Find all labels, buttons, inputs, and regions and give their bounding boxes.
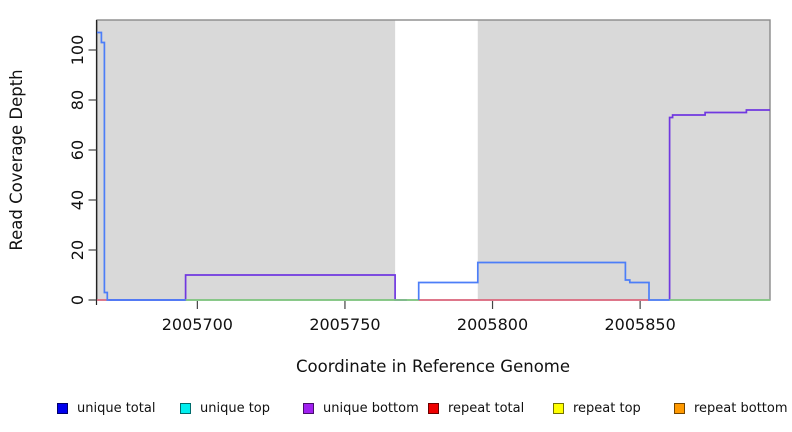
legend-label: repeat total <box>448 400 525 416</box>
x-tick-label: 2005850 <box>604 315 675 334</box>
legend-label: repeat top <box>573 400 641 416</box>
legend-swatch-icon <box>303 402 314 414</box>
legend-item-unique-bottom: unique bottom <box>303 399 419 417</box>
legend-item-unique-total: unique total <box>57 399 155 417</box>
legend-swatch-icon <box>553 402 564 414</box>
legend-label: unique bottom <box>323 400 419 416</box>
chart-legend: unique total unique top unique bottom repea… <box>0 399 792 421</box>
series-line-unique-bottom <box>668 109 770 300</box>
x-tick-label: 2005700 <box>162 315 233 334</box>
series-line-unique-total <box>417 261 670 301</box>
legend-item-repeat-bottom: repeat bottom <box>674 399 788 417</box>
legend-item-unique-top: unique top <box>180 399 270 417</box>
legend-swatch-icon <box>57 402 68 414</box>
legend-label: unique total <box>77 400 156 416</box>
y-tick-label: 40 <box>68 190 87 210</box>
x-axis-title: Coordinate in Reference Genome <box>296 357 570 376</box>
legend-label: repeat bottom <box>694 400 788 416</box>
legend-swatch-icon <box>180 402 191 414</box>
masked-region <box>395 20 478 300</box>
legend-label: unique top <box>200 400 271 416</box>
legend-swatch-icon <box>674 402 685 414</box>
series-line-unique-total <box>97 31 186 301</box>
legend-item-repeat-top: repeat top <box>553 399 641 417</box>
x-tick-label: 2005750 <box>309 315 380 334</box>
y-tick-label: 80 <box>68 90 87 110</box>
legend-item-repeat-total: repeat total <box>428 399 524 417</box>
y-axis-title: Read Coverage Depth <box>7 69 26 250</box>
y-tick-label: 100 <box>68 35 87 66</box>
y-tick-label: 60 <box>68 140 87 160</box>
legend-swatch-icon <box>428 402 439 414</box>
x-tick-label: 2005800 <box>457 315 528 334</box>
y-tick-label: 20 <box>68 240 87 260</box>
y-tick-label: 0 <box>68 295 87 305</box>
